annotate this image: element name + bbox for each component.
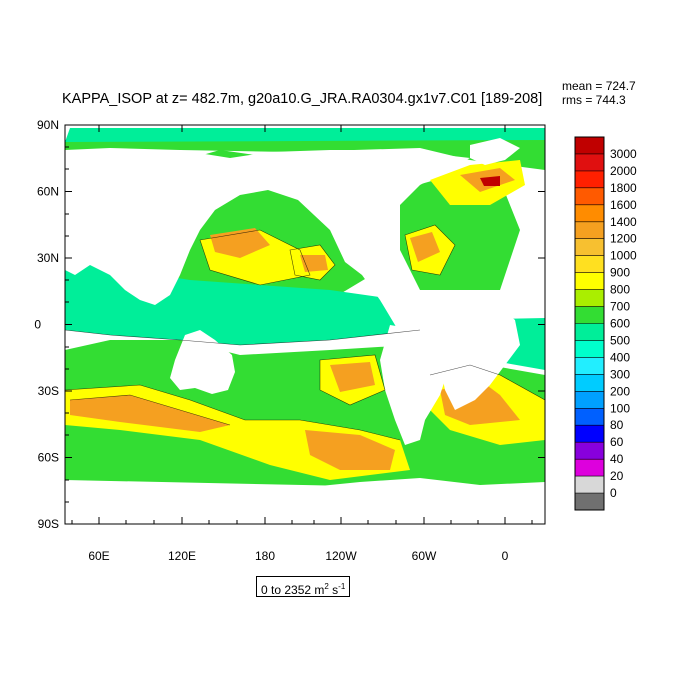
colorbar-swatch bbox=[575, 493, 604, 511]
colorbar-swatch bbox=[575, 459, 604, 477]
lat-label-0: 0 bbox=[34, 318, 41, 332]
colorbar-label: 60 bbox=[610, 435, 624, 449]
colorbar-swatch bbox=[575, 374, 604, 392]
range-mid: s bbox=[328, 583, 339, 597]
lon-label-60e: 60E bbox=[88, 549, 109, 563]
colorbar-swatch bbox=[575, 137, 604, 155]
lat-label-30n: 30N bbox=[37, 251, 59, 265]
colorbar-swatch bbox=[575, 306, 604, 324]
range-sup-2: -1 bbox=[338, 582, 346, 591]
lat-label-60n: 60N bbox=[37, 185, 59, 199]
land-masses bbox=[65, 138, 545, 524]
colorbar-label: 80 bbox=[610, 418, 624, 432]
colorbar-swatch bbox=[575, 238, 604, 256]
colorbar-label: 100 bbox=[610, 401, 630, 415]
range-prefix: 0 to 2352 m bbox=[261, 583, 325, 597]
value-range-box: 0 to 2352 m2 s-1 bbox=[256, 576, 351, 597]
colorbar-label: 1000 bbox=[610, 249, 637, 263]
map-panel bbox=[65, 125, 545, 524]
range-sup-1: 2 bbox=[324, 582, 329, 591]
colorbar-swatch bbox=[575, 357, 604, 375]
colorbar-swatch bbox=[575, 255, 604, 273]
colorbar-swatch bbox=[575, 323, 604, 341]
colorbar-label: 1800 bbox=[610, 181, 637, 195]
colorbar-label: 1600 bbox=[610, 198, 637, 212]
colorbar-swatch bbox=[575, 187, 604, 206]
lon-label-180: 180 bbox=[255, 549, 275, 563]
lat-tick-labels: 90N 60N 30N 0 30S 60S 90S bbox=[34, 118, 59, 531]
mean-stat: mean = 724.7 bbox=[562, 79, 636, 93]
high-diffusivity-zones bbox=[65, 160, 545, 480]
lat-label-60s: 60S bbox=[38, 451, 59, 465]
colorbar-label: 2000 bbox=[610, 164, 637, 178]
colorbar-swatch bbox=[575, 221, 604, 240]
colorbar-label: 40 bbox=[610, 452, 624, 466]
colorbar-label: 500 bbox=[610, 333, 630, 347]
colorbar-swatch bbox=[575, 425, 604, 443]
lon-label-60w: 60W bbox=[412, 549, 437, 563]
colorbar-label: 900 bbox=[610, 266, 630, 280]
colorbar-label: 700 bbox=[610, 300, 630, 314]
colorbar-swatch bbox=[575, 476, 604, 494]
colorbar-label: 200 bbox=[610, 384, 630, 398]
lon-label-120e: 120E bbox=[168, 549, 196, 563]
rms-stat: rms = 744.3 bbox=[562, 93, 626, 107]
lon-tick-marks bbox=[71, 125, 533, 524]
colorbar-label: 400 bbox=[610, 350, 630, 364]
colorbar-swatch bbox=[575, 204, 604, 223]
colorbar-swatch bbox=[575, 442, 604, 460]
colorbar-label: 3000 bbox=[610, 147, 637, 161]
lat-label-90n: 90N bbox=[37, 118, 59, 132]
lon-label-120w: 120W bbox=[325, 549, 357, 563]
colorbar-label: 1400 bbox=[610, 215, 637, 229]
lon-label-0: 0 bbox=[502, 549, 509, 563]
colorbar-label: 600 bbox=[610, 317, 630, 331]
colorbar-swatch bbox=[575, 408, 604, 426]
lat-label-30s: 30S bbox=[38, 384, 59, 398]
colorbar: 3000200018001600140012001000900800700600… bbox=[574, 136, 637, 511]
lon-tick-labels: 60E 120E 180 120W 60W 0 bbox=[88, 549, 508, 563]
colorbar-swatch bbox=[575, 153, 604, 172]
colorbar-swatch bbox=[575, 340, 604, 358]
colorbar-label: 20 bbox=[610, 469, 624, 483]
colorbar-swatch bbox=[575, 391, 604, 409]
colorbar-swatch bbox=[575, 272, 604, 290]
lat-tick-marks bbox=[65, 124, 545, 525]
colorbar-label: 800 bbox=[610, 283, 630, 297]
contour-lines bbox=[65, 224, 545, 441]
colorbar-label: 1200 bbox=[610, 232, 637, 246]
colorbar-swatch bbox=[575, 170, 604, 189]
lat-label-90s: 90S bbox=[38, 517, 59, 531]
colorbar-label: 0 bbox=[610, 486, 617, 500]
colorbar-swatch bbox=[575, 289, 604, 307]
plot-title: KAPPA_ISOP at z= 482.7m, g20a10.G_JRA.RA… bbox=[62, 91, 542, 107]
colorbar-label: 300 bbox=[610, 367, 630, 381]
